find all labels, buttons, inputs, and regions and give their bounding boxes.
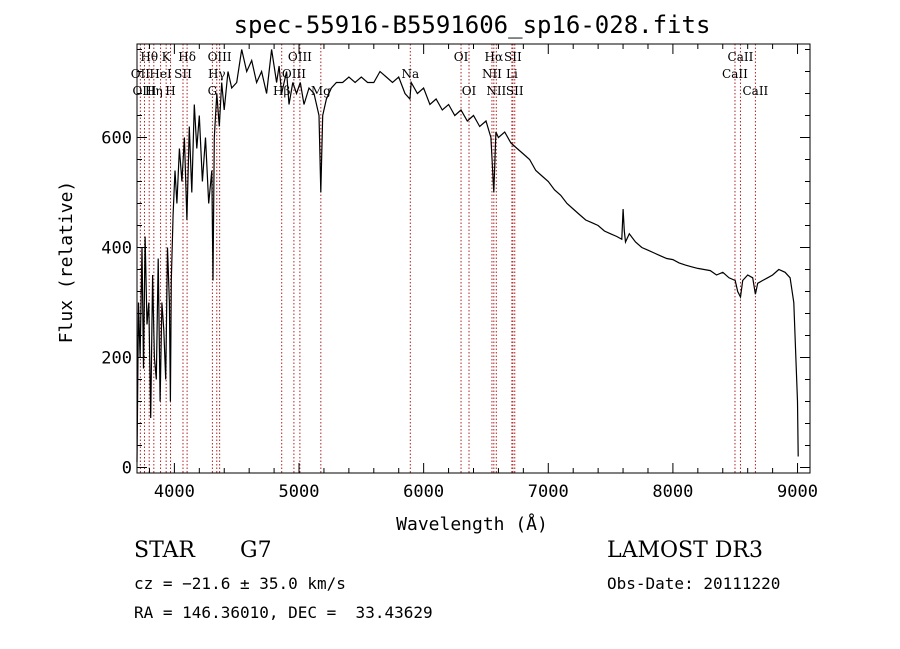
spectral-line-label: Hδ bbox=[178, 50, 196, 64]
x-axis-label: Wavelength (Å) bbox=[396, 513, 548, 535]
spectral-line-label: NII bbox=[486, 84, 506, 98]
x-tick-label: 6000 bbox=[403, 482, 444, 502]
spectral-line-markers bbox=[139, 44, 756, 473]
y-tick-label: 600 bbox=[101, 129, 132, 149]
y-tick-label: 200 bbox=[101, 349, 132, 369]
spectral-line-label: NII bbox=[482, 67, 502, 81]
spectral-line-label: K bbox=[162, 50, 172, 64]
spectral-line-label: G bbox=[208, 84, 218, 98]
spectral-line-label: OIII bbox=[288, 50, 312, 64]
spectral-line-label: SII bbox=[504, 50, 522, 64]
sky-coordinates: RA = 146.36010, DEC = 33.43629 bbox=[134, 603, 433, 622]
spectral-line-label: Na bbox=[401, 67, 419, 81]
spectral-line-label: OIII bbox=[208, 50, 232, 64]
spectral-line-label: Hη bbox=[145, 84, 163, 98]
spectral-line-label: OIII bbox=[282, 67, 306, 81]
spectral-line-label: CaII bbox=[742, 84, 768, 98]
survey-name: LAMOST DR3 bbox=[607, 538, 763, 563]
spectral-line-label: Mg bbox=[311, 84, 331, 98]
x-tick-label: 7000 bbox=[528, 482, 569, 502]
object-class: STAR bbox=[134, 538, 195, 563]
x-tick-label: 4000 bbox=[154, 482, 195, 502]
redshift-cz: cz = −21.6 ± 35.0 km/s bbox=[134, 574, 346, 593]
spectral-line-label: Hγ bbox=[208, 67, 226, 81]
object-subclass: G7 bbox=[240, 538, 272, 563]
spectral-line-label: Hα bbox=[485, 50, 504, 64]
spectral-line-label: CaII bbox=[728, 50, 754, 64]
x-tick-label: 5000 bbox=[279, 482, 320, 502]
spectral-line-label: OI bbox=[462, 84, 477, 98]
spectral-line-label: H bbox=[165, 84, 175, 98]
spectral-line-label: CaII bbox=[722, 67, 748, 81]
x-tick-label: 8000 bbox=[652, 482, 693, 502]
plot-frame bbox=[136, 43, 811, 474]
spectral-line-label: OII bbox=[131, 67, 151, 81]
y-tick-label: 0 bbox=[122, 459, 132, 479]
spectral-line-label: Li bbox=[506, 67, 518, 81]
y-axis-ticks: 0 200 400 600 bbox=[101, 49, 810, 479]
x-tick-label: 9000 bbox=[777, 482, 818, 502]
y-axis-label: Flux (relative) bbox=[56, 181, 77, 344]
spectral-line-label: SII bbox=[506, 84, 524, 98]
spectral-line-label: SII bbox=[174, 67, 192, 81]
y-tick-label: 400 bbox=[101, 239, 132, 259]
spectrum-series-line bbox=[136, 49, 799, 463]
spectral-line-label: OI bbox=[454, 50, 469, 64]
chart-title: spec-55916-B5591606_sp16-028.fits bbox=[234, 11, 711, 39]
spectral-line-label: HeI bbox=[149, 67, 172, 81]
x-axis-ticks: 4000 5000 6000 7000 8000 9000 bbox=[148, 44, 818, 502]
spectral-line-label: Hθ bbox=[140, 50, 158, 64]
spectral-line-label: OIII bbox=[132, 84, 156, 98]
observation-date: Obs-Date: 20111220 bbox=[607, 574, 781, 593]
